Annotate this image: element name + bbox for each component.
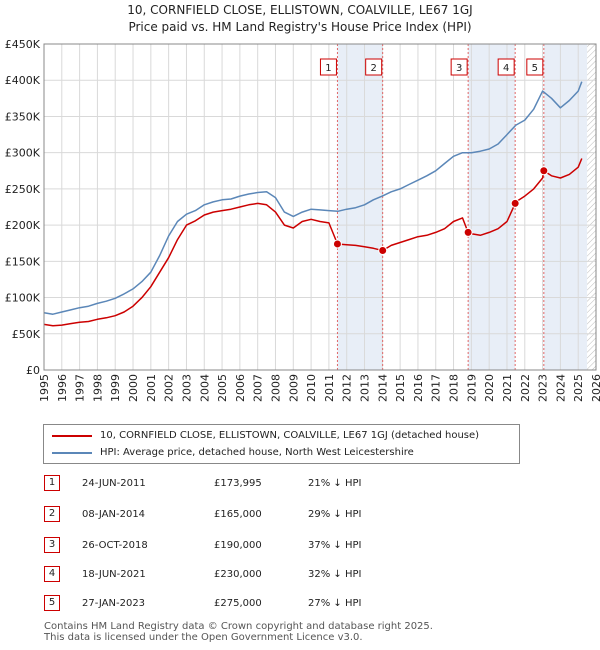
- legend-swatch-hpi: [52, 452, 92, 454]
- sale-number-badge: 5: [44, 595, 60, 611]
- shaded-range: [543, 44, 588, 370]
- sale-point: [378, 245, 388, 255]
- x-tick-label: 1997: [74, 374, 87, 402]
- marker-label: 4: [503, 63, 509, 74]
- x-tick-label: 1995: [38, 374, 51, 402]
- chart-title-line2: Price paid vs. HM Land Registry's House …: [128, 20, 472, 34]
- x-tick-label: 2004: [198, 374, 211, 402]
- footer-copyright: Contains HM Land Registry data © Crown c…: [44, 621, 433, 632]
- sale-hpi-diff: 29% ↓ HPI: [308, 509, 362, 520]
- x-tick-label: 2011: [323, 374, 336, 402]
- marker-label-box: [526, 58, 544, 76]
- sale-date: 18-JUN-2021: [82, 569, 146, 580]
- marker-label-box: [365, 58, 383, 76]
- marker-label: 3: [456, 63, 462, 74]
- x-tick-label: 2016: [412, 374, 425, 402]
- legend-label-property: 10, CORNFIELD CLOSE, ELLISTOWN, COALVILL…: [100, 430, 480, 441]
- sale-number-badge: 4: [44, 566, 60, 582]
- chart-legend: 10, CORNFIELD CLOSE, ELLISTOWN, COALVILL…: [43, 424, 520, 464]
- x-tick-label: 2026: [590, 374, 600, 402]
- y-tick-label: £350K: [5, 110, 41, 123]
- x-tick-label: 2008: [269, 374, 282, 402]
- sale-date: 24-JUN-2011: [82, 478, 146, 489]
- y-tick-label: £200K: [5, 219, 41, 232]
- x-tick-label: 2003: [180, 374, 193, 402]
- y-tick-label: £100K: [5, 292, 41, 305]
- legend-item-hpi: HPI: Average price, detached house, Nort…: [52, 445, 512, 461]
- sale-date: 08-JAN-2014: [82, 509, 146, 520]
- marker-label-box: [450, 58, 468, 76]
- x-tick-label: 2020: [483, 374, 496, 402]
- x-tick-label: 2013: [359, 374, 372, 402]
- footer-license: This data is licensed under the Open Gov…: [44, 632, 363, 643]
- x-tick-label: 2006: [234, 374, 247, 402]
- sale-hpi-diff: 27% ↓ HPI: [308, 598, 362, 609]
- x-tick-label: 2025: [572, 374, 585, 402]
- x-tick-label: 2007: [252, 374, 265, 402]
- y-tick-label: £250K: [5, 183, 41, 196]
- sale-number-badge: 1: [44, 475, 60, 491]
- marker-label-box: [497, 58, 515, 76]
- x-tick-label: 2010: [305, 374, 318, 402]
- sale-date: 26-OCT-2018: [82, 540, 148, 551]
- sale-price: £230,000: [214, 569, 262, 580]
- sale-price: £190,000: [214, 540, 262, 551]
- y-tick-label: £150K: [5, 255, 41, 268]
- x-tick-label: 2000: [127, 374, 140, 402]
- x-tick-label: 1996: [56, 374, 69, 402]
- marker-label-box: [319, 58, 337, 76]
- x-tick-label: 2024: [554, 374, 567, 402]
- sale-point: [463, 227, 473, 237]
- y-tick-label: £450K: [5, 38, 41, 51]
- sale-point: [539, 166, 549, 176]
- y-tick-label: £300K: [5, 147, 41, 160]
- hpi-line: [43, 81, 583, 315]
- x-tick-label: 2009: [287, 374, 300, 402]
- marker-label: 5: [532, 63, 538, 74]
- property-price-line: [43, 158, 583, 327]
- y-tick-label: £0: [26, 364, 40, 377]
- sale-point: [510, 198, 520, 208]
- sale-price: £165,000: [214, 509, 262, 520]
- x-tick-label: 2014: [376, 374, 389, 402]
- legend-label-hpi: HPI: Average price, detached house, Nort…: [100, 447, 414, 458]
- sale-hpi-diff: 32% ↓ HPI: [308, 569, 362, 580]
- marker-label: 2: [370, 63, 376, 74]
- y-tick-label: £50K: [12, 328, 41, 341]
- marker-label: 1: [325, 63, 331, 74]
- x-tick-label: 2023: [537, 374, 550, 402]
- sale-point: [332, 239, 342, 249]
- sale-date: 27-JAN-2023: [82, 598, 146, 609]
- sale-price: £275,000: [214, 598, 262, 609]
- plot-frame: [43, 43, 597, 371]
- x-tick-label: 2018: [448, 374, 461, 402]
- sale-number-badge: 2: [44, 506, 60, 522]
- x-tick-label: 1998: [91, 374, 104, 402]
- sale-number-badge: 3: [44, 537, 60, 553]
- x-tick-label: 2019: [465, 374, 478, 402]
- x-tick-label: 2012: [341, 374, 354, 402]
- forecast-hatch: [587, 44, 596, 370]
- sale-hpi-diff: 37% ↓ HPI: [308, 540, 362, 551]
- legend-swatch-property: [52, 435, 92, 437]
- x-tick-label: 2005: [216, 374, 229, 402]
- legend-item-property: 10, CORNFIELD CLOSE, ELLISTOWN, COALVILL…: [52, 428, 512, 444]
- x-tick-label: 2002: [163, 374, 176, 402]
- chart-title-line1: 10, CORNFIELD CLOSE, ELLISTOWN, COALVILL…: [127, 3, 473, 17]
- x-tick-label: 2021: [501, 374, 514, 402]
- price-chart: 1 2 3 4 5 £0 £50K £100K £150K £200K £250K £300K £350…: [5, 38, 600, 402]
- sale-price: £173,995: [214, 478, 262, 489]
- x-tick-label: 2022: [519, 374, 532, 402]
- x-tick-label: 2015: [394, 374, 407, 402]
- x-tick-label: 1999: [109, 374, 122, 402]
- x-tick-label: 2001: [145, 374, 158, 402]
- y-tick-label: £400K: [5, 74, 41, 87]
- sale-hpi-diff: 21% ↓ HPI: [308, 478, 362, 489]
- x-tick-label: 2017: [430, 374, 443, 402]
- shaded-range: [468, 44, 516, 370]
